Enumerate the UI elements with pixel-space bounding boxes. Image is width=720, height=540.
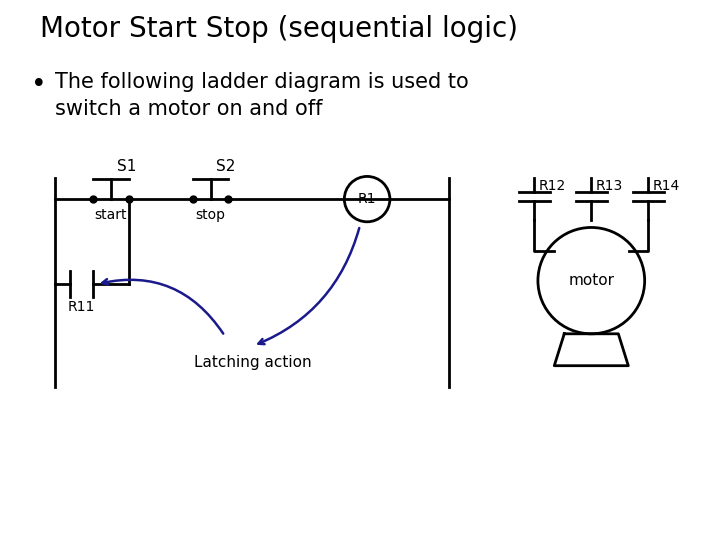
Text: Latching action: Latching action <box>194 355 312 370</box>
Text: motor: motor <box>568 273 614 288</box>
Text: S2: S2 <box>216 159 235 174</box>
Text: R12: R12 <box>539 179 566 193</box>
Text: The following ladder diagram is used to
switch a motor on and off: The following ladder diagram is used to … <box>55 71 469 119</box>
Text: R1: R1 <box>358 192 377 206</box>
Text: R11: R11 <box>68 300 95 314</box>
Text: •: • <box>31 71 47 98</box>
Text: start: start <box>94 207 127 221</box>
Text: stop: stop <box>196 207 225 221</box>
Text: R14: R14 <box>652 179 680 193</box>
Text: Motor Start Stop (sequential logic): Motor Start Stop (sequential logic) <box>40 15 518 43</box>
Text: R13: R13 <box>595 179 623 193</box>
Text: S1: S1 <box>117 159 136 174</box>
